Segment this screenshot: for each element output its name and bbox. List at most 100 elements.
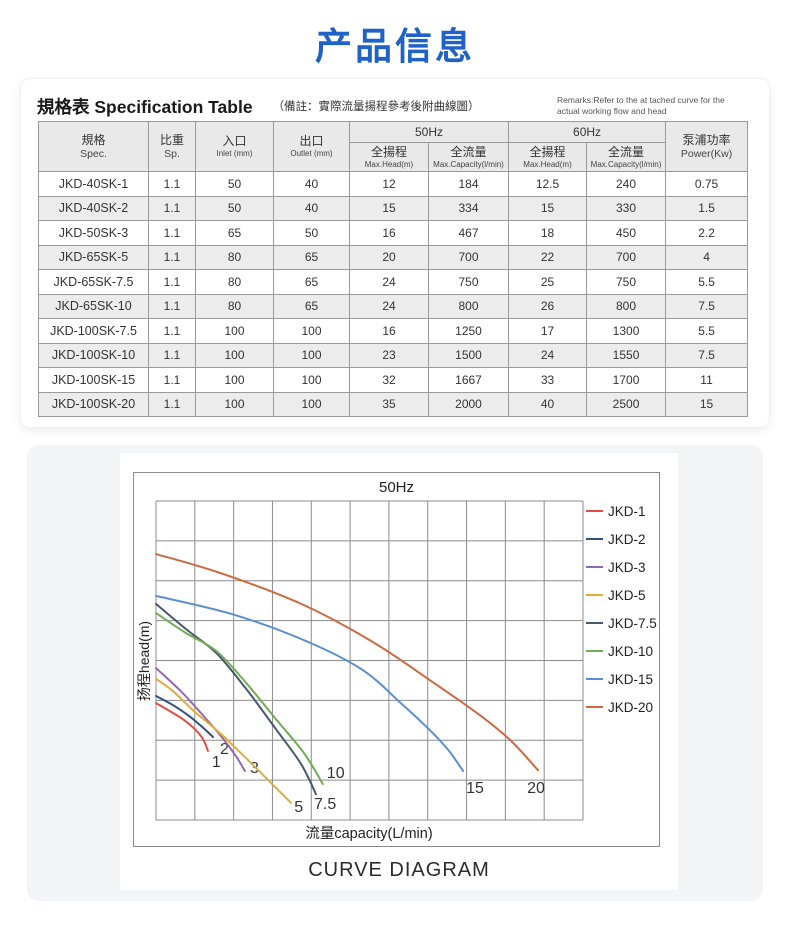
curve-label-7.5: 7.5 — [314, 796, 336, 813]
table-cell: 1.1 — [148, 195, 196, 221]
table-cell: 25 — [508, 269, 588, 295]
remark-en: Remarks:Refer to the at tached curve for… — [557, 95, 755, 117]
curve-jkd-10 — [155, 612, 324, 786]
table-cell: 100 — [195, 367, 274, 393]
table-cell: 184 — [427, 171, 510, 197]
legend-label: JKD-7.5 — [608, 615, 657, 631]
remark-en-line2: actual working flow and head — [557, 106, 667, 116]
legend-item-jkd-3: JKD-3 — [586, 553, 657, 581]
col-header-50hz-capacity: 全流量 Max.Capacity(l/min) — [427, 142, 510, 172]
table-cell: 40 — [273, 195, 350, 221]
col-header-spec: 規格 Spec. — [38, 121, 149, 172]
group-header-50hz: 50Hz — [348, 121, 510, 143]
table-cell: 12.5 — [508, 171, 588, 197]
table-cell: 65 — [195, 220, 274, 246]
spec-header: 規格表 Specification Table （備註：實際流量揚程參考後附曲線… — [37, 88, 755, 124]
table-row: JKD-65SK-10 1.1 80 65 24 800 26 800 7.5 — [38, 293, 749, 319]
table-cell: 26 — [508, 293, 588, 319]
table-cell: 1.1 — [148, 342, 196, 368]
legend-label: JKD-3 — [608, 559, 646, 575]
col-header-power: 泵浦功率 Power(Kw) — [665, 121, 749, 172]
curve-label-10: 10 — [327, 765, 345, 782]
legend-dash-icon — [586, 622, 603, 624]
table-cell: JKD-100SK-7.5 — [38, 318, 149, 344]
spec-table-title: 規格表 Specification Table — [37, 94, 253, 119]
table-cell: 1.1 — [148, 220, 196, 246]
table-cell: 65 — [273, 293, 350, 319]
spec-table-body: JKD-40SK-1 1.1 50 40 12 184 12.5 240 0.75 JKD-40S… — [38, 171, 749, 417]
legend-dash-icon — [586, 594, 603, 596]
table-cell: 100 — [273, 318, 350, 344]
curve-card: 50Hz 1 2 3 5 7.5 10 15 20 扬程head(m) 流量capacity(… — [27, 445, 763, 901]
curve-label-5: 5 — [294, 799, 303, 816]
table-cell: 50 — [195, 171, 274, 197]
table-cell: 15 — [508, 195, 588, 221]
table-cell: 330 — [586, 195, 667, 221]
table-row: JKD-100SK-7.5 1.1 100 100 16 1250 17 1300 5.5 — [38, 318, 749, 344]
table-row: JKD-100SK-20 1.1 100 100 35 2000 40 2500 15 — [38, 391, 749, 417]
table-cell: 1667 — [427, 367, 510, 393]
table-cell: 100 — [273, 391, 350, 417]
table-cell: 1500 — [427, 342, 510, 368]
table-cell: 7.5 — [665, 293, 749, 319]
table-cell: 4 — [665, 244, 749, 270]
curve-plot: 12 3 5 7.5 10 15 20 — [155, 500, 584, 821]
table-row: JKD-40SK-2 1.1 50 40 15 334 15 330 1.5 — [38, 195, 749, 221]
table-cell: 40 — [273, 171, 350, 197]
table-cell: 12 — [349, 171, 429, 197]
col-header-outlet: 出口 Outlet (mm) — [273, 121, 350, 172]
remark-en-line1: Remarks:Refer to the at tached curve for… — [557, 94, 725, 105]
table-cell: 40 — [508, 391, 588, 417]
table-cell: 50 — [195, 195, 274, 221]
col-header-inlet: 入口 Inlet (mm) — [195, 121, 274, 172]
table-cell: 1.1 — [148, 318, 196, 344]
legend-dash-icon — [586, 706, 603, 708]
page-title: 产品信息 — [315, 26, 475, 67]
table-cell: JKD-100SK-10 — [38, 342, 149, 368]
table-cell: 5.5 — [665, 318, 749, 344]
table-cell: 15 — [665, 391, 749, 417]
curve-jkd-3 — [155, 667, 246, 772]
table-cell: 2000 — [427, 391, 510, 417]
table-cell: 16 — [349, 318, 429, 344]
table-cell: 467 — [427, 220, 510, 246]
table-cell: 1.5 — [665, 195, 749, 221]
table-cell: 450 — [586, 220, 667, 246]
legend-item-jkd-10: JKD-10 — [586, 637, 657, 665]
legend-label: JKD-1 — [608, 503, 646, 519]
table-cell: 24 — [508, 342, 588, 368]
table-cell: 700 — [427, 244, 510, 270]
table-cell: 1.1 — [148, 391, 196, 417]
table-cell: 24 — [349, 269, 429, 295]
table-cell: 32 — [349, 367, 429, 393]
table-cell: JKD-40SK-2 — [38, 195, 149, 221]
table-cell: 2500 — [586, 391, 667, 417]
table-cell: 18 — [508, 220, 588, 246]
table-cell: 15 — [349, 195, 429, 221]
table-cell: 1.1 — [148, 269, 196, 295]
table-cell: 2.2 — [665, 220, 749, 246]
col-header-50hz-head: 全揚程 Max.Head(m) — [349, 142, 429, 172]
spec-table: 規格 Spec. 比重 Sp. 入口 Inlet (mm) 出口 Outlet … — [38, 121, 749, 417]
legend-item-jkd-5: JKD-5 — [586, 581, 657, 609]
table-cell: 80 — [195, 293, 274, 319]
legend-dash-icon — [586, 566, 603, 568]
curve-label-2: 2 — [220, 741, 229, 758]
table-cell: 16 — [349, 220, 429, 246]
table-cell: JKD-100SK-20 — [38, 391, 149, 417]
chart-y-axis-label: 扬程head(m) — [136, 620, 152, 702]
table-cell: JKD-65SK-5 — [38, 244, 149, 270]
legend-label: JKD-10 — [608, 643, 654, 659]
table-cell: 1300 — [586, 318, 667, 344]
table-cell: 1.1 — [148, 171, 196, 197]
group-header-60hz: 60Hz — [508, 121, 667, 143]
table-cell: 80 — [195, 244, 274, 270]
table-cell: 750 — [427, 269, 510, 295]
legend-label: JKD-15 — [608, 671, 654, 687]
table-cell: 100 — [195, 318, 274, 344]
table-cell: 1.1 — [148, 293, 196, 319]
table-cell: 50 — [273, 220, 350, 246]
table-cell: 1.1 — [148, 367, 196, 393]
remark-zh: （備註：實際流量揚程參考後附曲線圖） — [272, 101, 480, 113]
